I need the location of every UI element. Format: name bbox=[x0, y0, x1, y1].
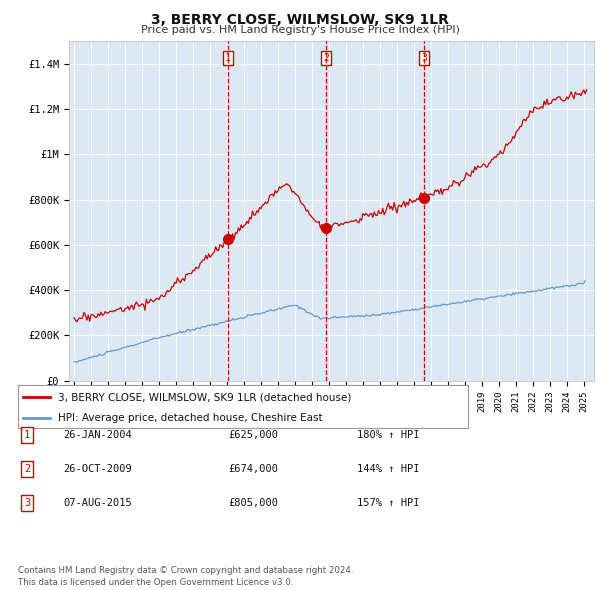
Text: 3: 3 bbox=[421, 53, 427, 63]
Text: 07-AUG-2015: 07-AUG-2015 bbox=[63, 499, 132, 508]
Text: £805,000: £805,000 bbox=[228, 499, 278, 508]
Text: 26-OCT-2009: 26-OCT-2009 bbox=[63, 464, 132, 474]
Text: 180% ↑ HPI: 180% ↑ HPI bbox=[357, 430, 419, 440]
Text: £625,000: £625,000 bbox=[228, 430, 278, 440]
Text: 3, BERRY CLOSE, WILMSLOW, SK9 1LR (detached house): 3, BERRY CLOSE, WILMSLOW, SK9 1LR (detac… bbox=[59, 392, 352, 402]
Text: 144% ↑ HPI: 144% ↑ HPI bbox=[357, 464, 419, 474]
Text: Price paid vs. HM Land Registry's House Price Index (HPI): Price paid vs. HM Land Registry's House … bbox=[140, 25, 460, 35]
Text: Contains HM Land Registry data © Crown copyright and database right 2024.
This d: Contains HM Land Registry data © Crown c… bbox=[18, 566, 353, 587]
Text: 1: 1 bbox=[225, 53, 231, 63]
Text: 3: 3 bbox=[24, 499, 30, 508]
Text: 1: 1 bbox=[24, 430, 30, 440]
Text: 2: 2 bbox=[24, 464, 30, 474]
Text: HPI: Average price, detached house, Cheshire East: HPI: Average price, detached house, Ches… bbox=[59, 414, 323, 424]
Text: £674,000: £674,000 bbox=[228, 464, 278, 474]
Text: 26-JAN-2004: 26-JAN-2004 bbox=[63, 430, 132, 440]
Text: 3, BERRY CLOSE, WILMSLOW, SK9 1LR: 3, BERRY CLOSE, WILMSLOW, SK9 1LR bbox=[151, 13, 449, 27]
Text: 157% ↑ HPI: 157% ↑ HPI bbox=[357, 499, 419, 508]
Text: 2: 2 bbox=[323, 53, 329, 63]
